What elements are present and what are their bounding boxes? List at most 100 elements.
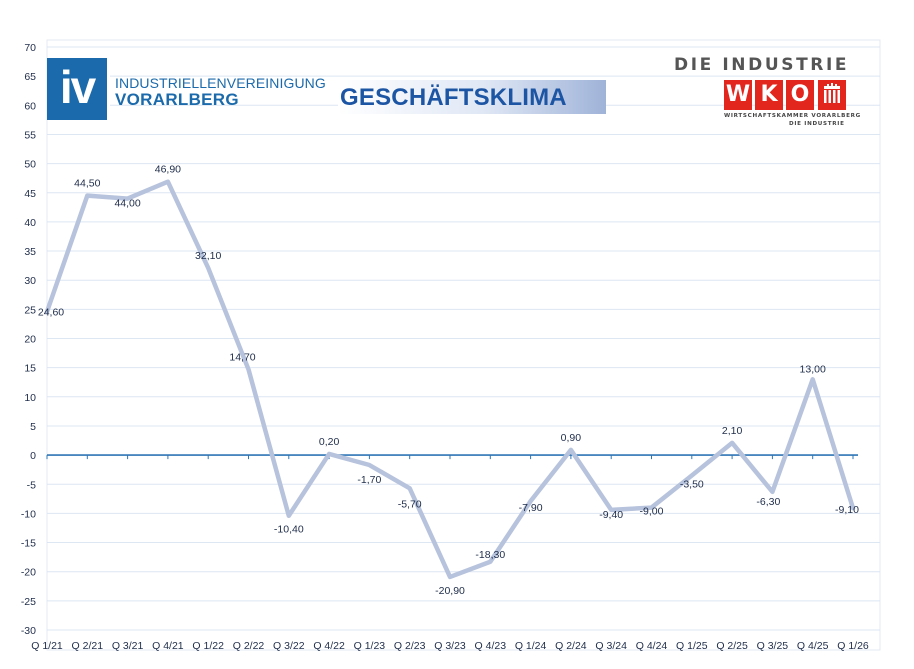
data-point: [529, 499, 533, 503]
data-label: 13,00: [800, 363, 826, 375]
data-labels: 24,60 44,50 44,00 46,90 32,10 14,70 -10,40 0,20…: [38, 164, 859, 597]
x-axis: Q 1/21 Q 2/21 Q 3/21 Q 4/21 Q 1/22 Q 2/22 Q 3/…: [31, 454, 869, 652]
data-point: [85, 194, 89, 198]
gridlines: [47, 46, 880, 631]
y-tick-label: -25: [21, 596, 36, 608]
title-background: [338, 80, 606, 114]
data-point: [126, 196, 130, 201]
y-tick-label: 5: [30, 421, 36, 433]
x-tick-label: Q 3/22: [273, 640, 305, 652]
data-label: 14,70: [229, 351, 255, 363]
y-tick-label: 50: [24, 159, 36, 171]
y-tick-label: -20: [21, 567, 36, 579]
x-tick-label: Q 4/25: [797, 640, 829, 652]
data-point: [166, 180, 170, 184]
x-tick-label: Q 4/22: [313, 640, 345, 652]
data-label: 32,10: [195, 250, 221, 262]
data-label: -7,90: [519, 502, 543, 514]
wko-logo-top: DIE INDUSTRIE: [674, 55, 850, 75]
y-tick-label: 15: [24, 363, 36, 375]
data-point: [811, 377, 815, 381]
data-label: 44,50: [74, 178, 100, 190]
data-point: [851, 506, 855, 510]
data-point: [45, 310, 49, 314]
wko-letter-o: O: [786, 80, 814, 110]
x-tick-label: Q 3/21: [112, 640, 144, 652]
data-point: [488, 560, 492, 564]
data-label: 24,60: [38, 307, 64, 319]
data-label: -18,30: [475, 549, 505, 561]
wko-logo-subtitle: WIRTSCHAFTSKAMMER VORARLBERG: [724, 113, 861, 119]
x-tick-label: Q 4/24: [636, 640, 668, 652]
data-point: [287, 514, 291, 518]
x-tick-label: Q 3/25: [757, 640, 789, 652]
y-tick-label: 65: [24, 71, 36, 83]
data-label: -3,50: [680, 479, 704, 491]
y-tick-label: -30: [21, 625, 36, 637]
y-tick-label: 35: [24, 246, 36, 258]
y-tick-label: 55: [24, 129, 36, 141]
chart-title: GESCHÄFTSKLIMA: [340, 84, 567, 111]
data-point: [327, 452, 331, 456]
data-point: [730, 441, 734, 445]
data-label: -5,70: [398, 498, 422, 510]
data-label: -9,10: [835, 504, 859, 516]
data-point: [246, 367, 251, 371]
data-label: -1,70: [357, 474, 381, 486]
data-point: [649, 505, 654, 510]
x-tick-label: Q 2/22: [233, 640, 265, 652]
y-tick-label: -15: [21, 538, 36, 550]
y-tick-label: 25: [24, 304, 36, 316]
data-label: 2,10: [722, 425, 743, 437]
x-tick-label: Q 1/26: [837, 640, 869, 652]
iv-logo-line2: VORARLBERG: [115, 90, 239, 109]
data-point: [609, 508, 613, 512]
x-tick-label: Q 3/23: [434, 640, 466, 652]
x-tick-label: Q 1/21: [31, 640, 63, 652]
y-tick-label: -5: [27, 479, 36, 491]
iv-logo-mark: iv: [47, 58, 107, 120]
wko-letter-w: W: [724, 80, 752, 110]
data-label: -9,00: [640, 506, 664, 518]
vorarlberg-crest-icon: [818, 80, 846, 110]
data-point: [569, 448, 573, 452]
wko-letter-k: K: [755, 80, 783, 110]
wko-logo-subtitle-2: DIE INDUSTRIE: [789, 121, 845, 127]
y-tick-label: 70: [24, 42, 36, 54]
y-tick-label: -10: [21, 508, 36, 520]
plot-area-border: [46, 39, 881, 651]
iv-logo-divider: [107, 58, 110, 120]
data-point: [408, 486, 412, 490]
series-line-path: [44, 179, 856, 580]
y-tick-label: 40: [24, 217, 36, 229]
x-tick-label: Q 3/24: [595, 640, 627, 652]
x-tick-label: Q 1/23: [354, 640, 386, 652]
data-label: -20,90: [435, 585, 465, 597]
y-tick-label: 30: [24, 275, 36, 287]
data-label: 44,00: [114, 198, 140, 210]
x-tick-label: Q 4/23: [475, 640, 507, 652]
y-tick-label: 10: [24, 392, 36, 404]
x-tick-label: Q 1/24: [515, 640, 547, 652]
series-line: [44, 179, 856, 580]
y-tick-label: 0: [30, 450, 36, 462]
data-label: 0,20: [319, 436, 340, 448]
x-tick-label: Q 1/25: [676, 640, 708, 652]
y-tick-label: 45: [24, 188, 36, 200]
data-point: [206, 266, 210, 270]
data-label: -9,40: [599, 509, 623, 521]
data-label: 46,90: [155, 164, 181, 176]
data-point: [367, 463, 371, 467]
x-tick-label: Q 2/24: [555, 640, 587, 652]
x-tick-label: Q 2/21: [72, 640, 104, 652]
y-tick-label: 20: [24, 334, 36, 346]
data-point: [690, 473, 694, 478]
y-tick-label: 60: [24, 100, 36, 112]
iv-logo-line1: INDUSTRIELLENVEREINIGUNG: [115, 75, 326, 91]
data-label: 0,90: [561, 432, 582, 444]
data-point: [448, 575, 452, 579]
x-tick-label: Q 4/21: [152, 640, 184, 652]
data-label: -10,40: [274, 524, 304, 536]
y-axis-ticks: 7065605550454035302520151050-5-10-15-20-…: [21, 42, 36, 637]
